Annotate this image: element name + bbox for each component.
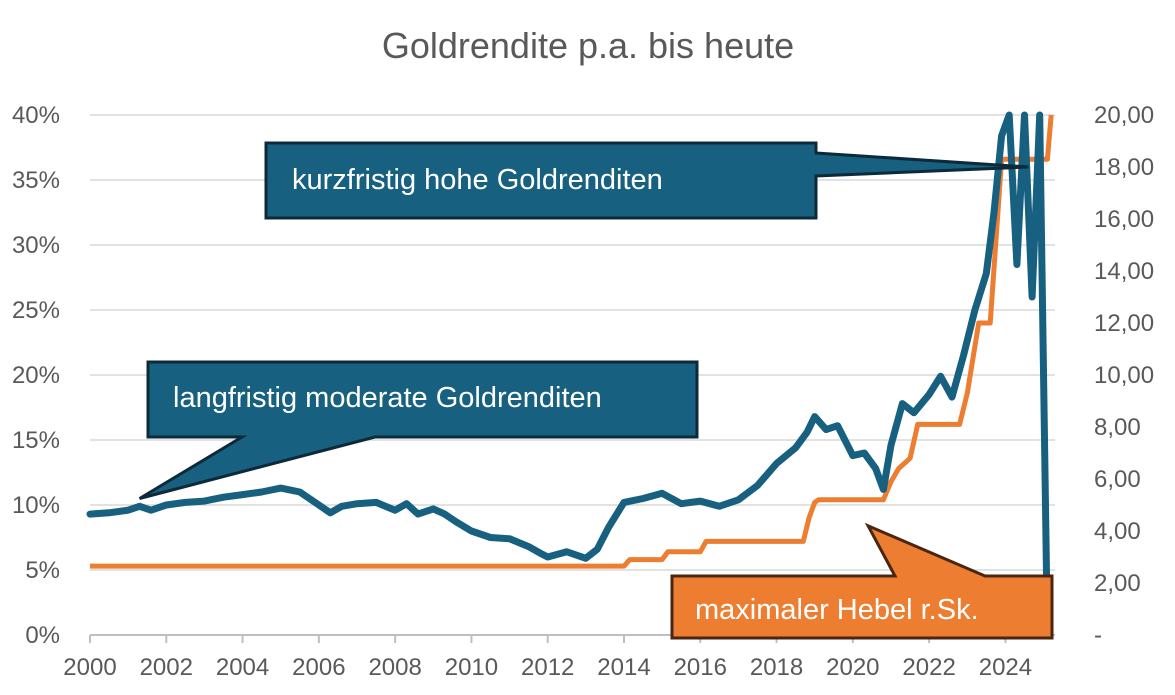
y-axis-left: 0% 5% 10% 15% 20% 25% 30% 35% 40% [12,102,60,649]
y-tick-label: 25% [12,297,60,324]
y-tick-label: 30% [12,232,60,259]
x-tick-label: 2004 [216,654,269,681]
callout-label-leverage: maximaler Hebel r.Sk. [695,594,979,626]
x-tick-label: 2020 [826,654,879,681]
y2-tick-label: - [1094,622,1102,649]
series-line-gold-return [86,111,1051,639]
x-tick-label: 2014 [597,654,650,681]
y-axis-right: - 2,00 4,00 6,00 8,00 10,00 12,00 14,00 16,00 18,… [1094,102,1154,649]
callout-label-short-term: kurzfristig hohe Goldrenditen [292,164,663,196]
chart-subtitle: Goldrendite p.a. bis heute [382,25,794,66]
y2-tick-label: 4,00 [1094,518,1141,545]
x-tick-label: 2018 [750,654,803,681]
y-tick-label: 10% [12,492,60,519]
y2-tick-label: 6,00 [1094,466,1141,493]
callouts: kurzfristig hohe Goldrenditen langfristig… [138,141,1054,640]
callout-box-leverage [670,522,1054,640]
callout-box-long-term [138,360,699,500]
x-tick-label: 2022 [902,654,955,681]
x-tick-label: 2010 [445,654,498,681]
y-tick-label: 15% [12,427,60,454]
series-line-leverage [90,114,1054,569]
x-axis: 2000 2002 2004 2006 2008 2010 2012 2014 2016 2018… [63,634,1055,681]
x-tick-label: 2006 [292,654,345,681]
y-tick-label: 20% [12,362,60,389]
x-tick-label: 2024 [979,654,1032,681]
y2-tick-label: 2,00 [1094,570,1141,597]
x-tick-label: 2000 [63,654,116,681]
series-group [86,111,1054,639]
x-tick-label: 2012 [521,654,574,681]
y-tick-label: 0% [25,622,60,649]
x-tick-label: 2002 [140,654,193,681]
x-tick-label: 2016 [674,654,727,681]
y2-tick-label: 10,00 [1094,362,1154,389]
y-tick-label: 5% [25,557,60,584]
callout-box-short-term [264,141,1029,220]
x-tick-label: 2008 [368,654,421,681]
y-tick-label: 40% [12,102,60,129]
y2-tick-label: 20,00 [1094,102,1154,129]
y2-tick-label: 8,00 [1094,414,1141,441]
y2-tick-label: 18,00 [1094,154,1154,181]
callout-label-long-term: langfristig moderate Goldrenditen [173,382,602,414]
y-tick-label: 35% [12,167,60,194]
y2-tick-label: 12,00 [1094,310,1154,337]
y2-tick-label: 14,00 [1094,258,1154,285]
y2-tick-label: 16,00 [1094,206,1154,233]
